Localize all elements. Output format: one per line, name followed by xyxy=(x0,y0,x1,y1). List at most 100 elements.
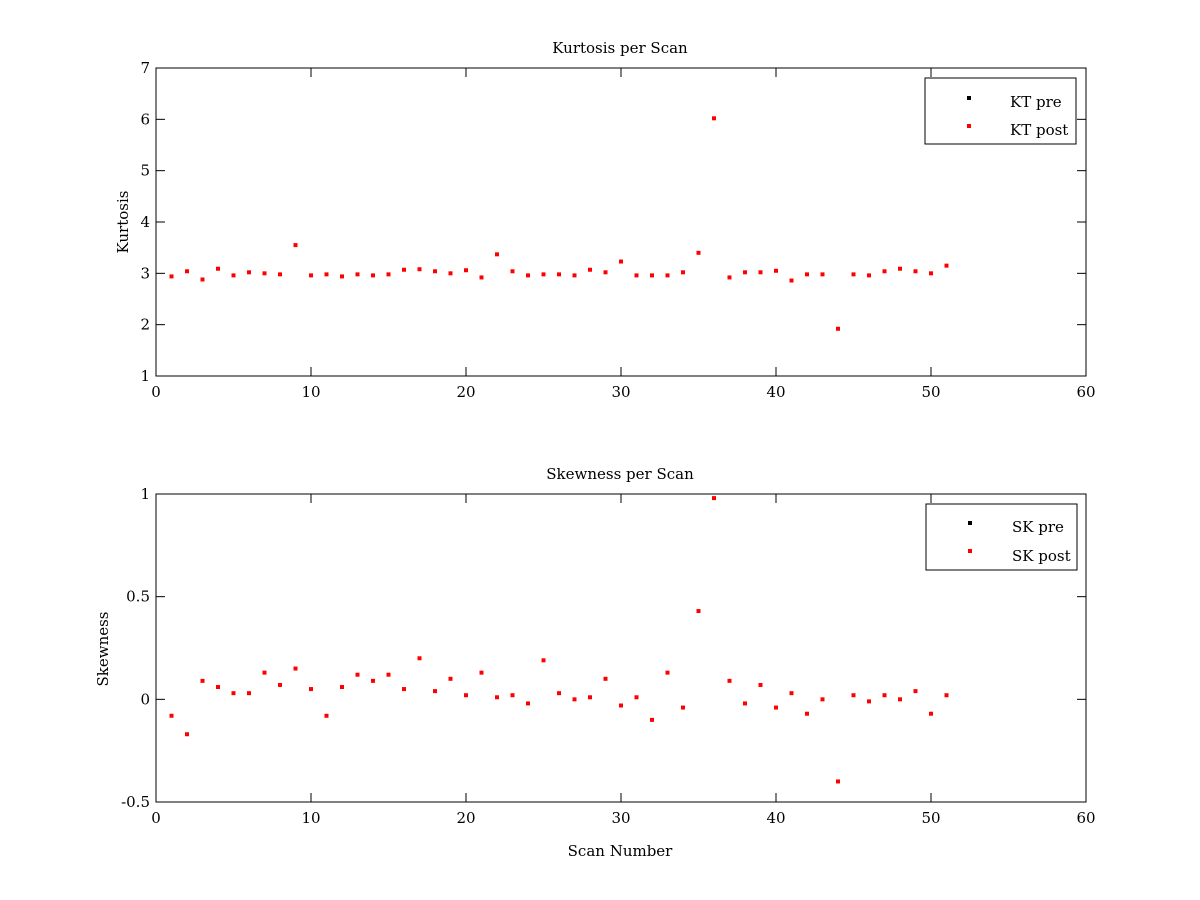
skewness-data-point xyxy=(557,691,561,696)
skewness-data-point xyxy=(495,695,499,700)
kurtosis-ytick-label: 3 xyxy=(140,264,150,282)
skewness-data-point xyxy=(634,695,639,700)
kurtosis-data-point xyxy=(696,250,701,255)
skewness-ytick-label: -0.5 xyxy=(121,793,150,811)
skewness-data-point xyxy=(324,713,329,718)
skewness-data-point xyxy=(805,711,809,716)
skewness-data-point xyxy=(836,779,840,784)
kurtosis-data-point xyxy=(882,269,887,274)
kurtosis-ytick-label: 5 xyxy=(140,162,150,180)
kurtosis-data-point xyxy=(464,268,468,273)
skewness-ytick-label: 0.5 xyxy=(126,588,150,606)
kurtosis-data-point xyxy=(417,267,422,272)
kurtosis-data-point xyxy=(572,273,577,278)
kurtosis-points xyxy=(169,116,949,331)
kurtosis-data-point xyxy=(371,273,375,278)
kurtosis-xtick-label: 30 xyxy=(611,383,630,401)
skewness-data-point xyxy=(371,678,375,683)
kurtosis-ylabel: Kurtosis xyxy=(114,191,132,254)
skewness-data-point xyxy=(913,689,918,694)
kurtosis-data-point xyxy=(541,272,546,277)
skewness-data-point xyxy=(588,695,592,700)
skewness-data-point xyxy=(696,609,701,614)
kurtosis-data-point xyxy=(634,273,639,278)
skewness-data-point xyxy=(898,697,902,702)
skewness-data-point xyxy=(774,705,778,710)
skewness-legend-marker-pre xyxy=(968,521,972,525)
skewness-data-point xyxy=(882,693,887,698)
skewness-title: Skewness per Scan xyxy=(546,465,694,483)
kurtosis-data-point xyxy=(355,272,360,277)
skewness-ticks: 0 10 20 30 40 50 60-0.500.51 xyxy=(121,485,1095,827)
skewness-xtick-label: 30 xyxy=(611,809,630,827)
skewness-xlabel: Scan Number xyxy=(568,842,674,860)
kurtosis-data-point xyxy=(681,270,685,275)
skewness-data-point xyxy=(216,685,220,690)
kurtosis-data-point xyxy=(805,272,809,277)
kurtosis-data-point xyxy=(510,269,515,274)
skewness-legend: SK pre SK post xyxy=(925,503,1078,571)
kurtosis-legend-label-post: KT post xyxy=(1010,121,1068,139)
kurtosis-data-point xyxy=(944,263,949,268)
skewness-data-point xyxy=(727,678,732,683)
skewness-data-point xyxy=(820,697,825,702)
skewness-xtick-label: 0 xyxy=(151,809,161,827)
skewness-data-point xyxy=(867,699,871,704)
kurtosis-ytick-label: 1 xyxy=(140,367,150,385)
skewness-data-point xyxy=(262,670,267,675)
skewness-data-point xyxy=(681,705,685,710)
skewness-data-point xyxy=(665,670,670,675)
skewness-ylabel: Skewness xyxy=(94,611,112,686)
skewness-xtick-label: 20 xyxy=(456,809,475,827)
skewness-data-point xyxy=(386,672,391,677)
skewness-data-point xyxy=(929,711,933,716)
skewness-legend-label-pre: SK pre xyxy=(1012,518,1064,536)
kurtosis-data-point xyxy=(557,272,561,277)
kurtosis-data-point xyxy=(448,271,453,276)
skewness-data-point xyxy=(758,682,763,687)
kurtosis-ticks: 0 10 20 30 40 50 60 1 2 3 4 5 6 7 xyxy=(140,59,1095,401)
skewness-data-point xyxy=(572,697,577,702)
kurtosis-data-point xyxy=(231,273,236,278)
kurtosis-ytick-label: 7 xyxy=(140,59,150,77)
skewness-data-point xyxy=(712,496,716,501)
kurtosis-data-point xyxy=(526,273,530,278)
skewness-data-point xyxy=(433,689,437,694)
kurtosis-data-point xyxy=(758,270,763,275)
kurtosis-legend-label-pre: KT pre xyxy=(1010,93,1062,111)
skewness-data-point xyxy=(417,656,422,661)
kurtosis-data-point xyxy=(665,273,670,278)
kurtosis-xtick-label: 0 xyxy=(151,383,161,401)
kurtosis-data-point xyxy=(169,274,174,279)
kurtosis-data-point xyxy=(836,326,840,331)
skewness-data-point xyxy=(231,691,236,696)
skewness-data-point xyxy=(464,693,468,698)
kurtosis-axes: Kurtosis per Scan Kurtosis 0 10 20 30 40 50 60… xyxy=(114,39,1096,401)
kurtosis-data-point xyxy=(789,278,794,283)
kurtosis-data-point xyxy=(386,272,391,277)
kurtosis-data-point xyxy=(650,273,654,278)
kurtosis-xtick-label: 10 xyxy=(301,383,320,401)
skewness-ytick-label: 0 xyxy=(140,690,150,708)
kurtosis-data-point xyxy=(603,270,608,275)
kurtosis-data-point xyxy=(324,272,329,277)
kurtosis-legend-marker-pre xyxy=(967,96,971,100)
kurtosis-data-point xyxy=(278,272,282,277)
skewness-data-point xyxy=(448,676,453,681)
skewness-data-point xyxy=(309,687,313,692)
kurtosis-xtick-label: 60 xyxy=(1076,383,1095,401)
kurtosis-data-point xyxy=(340,274,344,279)
skewness-data-point xyxy=(169,713,174,718)
kurtosis-data-point xyxy=(402,267,406,272)
skewness-data-point xyxy=(789,691,794,696)
kurtosis-legend-marker-post xyxy=(967,124,971,128)
kurtosis-data-point xyxy=(216,266,220,271)
kurtosis-data-point xyxy=(433,269,437,274)
kurtosis-data-point xyxy=(619,259,623,264)
skewness-ytick-label: 1 xyxy=(140,485,150,503)
skewness-xtick-label: 10 xyxy=(301,809,320,827)
kurtosis-data-point xyxy=(200,277,205,282)
kurtosis-data-point xyxy=(495,252,499,257)
skewness-legend-marker-post xyxy=(968,549,972,553)
